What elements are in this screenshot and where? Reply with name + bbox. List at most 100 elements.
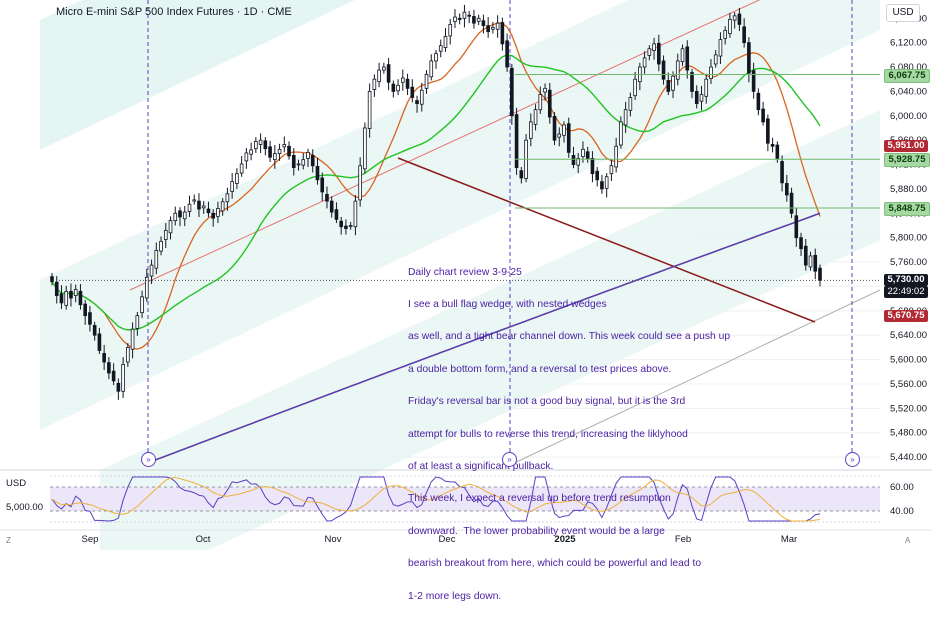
jump-arrow-icon[interactable]: » bbox=[141, 452, 156, 467]
candle bbox=[59, 293, 64, 304]
price-tick-label: 6,120.00 bbox=[890, 38, 927, 49]
candle bbox=[576, 158, 581, 166]
candle bbox=[419, 89, 424, 105]
candle bbox=[813, 254, 818, 272]
candle bbox=[680, 48, 685, 62]
currency-button[interactable]: USD bbox=[886, 4, 920, 22]
candle bbox=[747, 42, 751, 74]
price-label: 6,067.75 bbox=[884, 68, 930, 83]
annotation-line: I see a bull flag wedge, with nested wed… bbox=[408, 298, 607, 310]
jump-arrow-icon[interactable]: » bbox=[502, 452, 517, 467]
analysis-annotation: Daily chart review 3-9-25 I see a bull f… bbox=[408, 246, 808, 624]
candle bbox=[780, 161, 784, 184]
candle bbox=[562, 124, 566, 136]
price-tick-label: 6,000.00 bbox=[890, 111, 927, 122]
candle bbox=[363, 127, 367, 170]
candle bbox=[54, 281, 59, 296]
price-tick-label: 5,440.00 bbox=[890, 452, 927, 463]
candle bbox=[424, 73, 429, 89]
candle bbox=[268, 146, 272, 158]
candle bbox=[666, 80, 671, 92]
candle bbox=[604, 176, 609, 189]
annotation-line: bearish breakout from here, which could … bbox=[408, 558, 702, 570]
candle bbox=[405, 78, 410, 89]
candle bbox=[178, 210, 182, 218]
candle bbox=[685, 46, 690, 71]
price-tick-label: 5,760.00 bbox=[890, 257, 927, 268]
candle bbox=[149, 264, 154, 277]
candle bbox=[694, 91, 699, 105]
sma-200-line bbox=[146, 212, 821, 464]
candle bbox=[154, 250, 159, 269]
candle bbox=[571, 155, 576, 165]
time-tick-label: Feb bbox=[675, 534, 691, 545]
ema-20-line bbox=[66, 22, 821, 350]
candle bbox=[723, 30, 727, 39]
candle bbox=[803, 245, 808, 266]
candle bbox=[732, 15, 737, 21]
price-chart[interactable]: 6,160.006,120.006,080.006,040.006,000.00… bbox=[0, 0, 932, 550]
candle bbox=[216, 208, 220, 217]
chart-window: 6,160.006,120.006,080.006,040.006,000.00… bbox=[0, 0, 932, 601]
candle bbox=[348, 225, 353, 227]
candle bbox=[282, 144, 287, 148]
candle bbox=[453, 16, 457, 22]
candle bbox=[182, 211, 187, 220]
candle bbox=[766, 118, 770, 144]
price-label: 5,730.00 bbox=[884, 274, 928, 287]
candle bbox=[614, 145, 618, 168]
candle bbox=[552, 116, 557, 141]
candle bbox=[770, 144, 775, 147]
candle bbox=[287, 145, 291, 157]
candle bbox=[657, 42, 661, 65]
candle bbox=[581, 148, 585, 158]
candle bbox=[434, 53, 438, 62]
candle bbox=[92, 325, 97, 336]
candle bbox=[206, 208, 211, 214]
candle bbox=[448, 23, 453, 37]
annotation-line: 1-2 more legs down. bbox=[408, 590, 502, 602]
chart-title: Micro E-mini S&P 500 Index Futures · 1D … bbox=[56, 6, 292, 18]
candle bbox=[438, 45, 443, 52]
ema-50-line bbox=[51, 54, 821, 331]
candle bbox=[671, 75, 675, 91]
jump-arrow-icon[interactable]: » bbox=[845, 452, 860, 467]
price-tick-label: 5,520.00 bbox=[890, 403, 927, 414]
price-label: 5,848.75 bbox=[884, 201, 930, 216]
time-tick-label: Sep bbox=[82, 534, 99, 545]
candle bbox=[609, 165, 614, 175]
annotation-line: downward. The lower probability event wo… bbox=[408, 525, 665, 537]
candle bbox=[538, 94, 543, 111]
candle bbox=[467, 14, 471, 17]
candle bbox=[277, 148, 282, 154]
candle bbox=[273, 153, 277, 161]
price-tick-label: 5,480.00 bbox=[890, 428, 927, 439]
price-tick-label: 5,800.00 bbox=[890, 233, 927, 244]
zoom-z-icon[interactable]: Z bbox=[6, 536, 11, 545]
auto-scale-icon[interactable]: A bbox=[905, 536, 911, 545]
candle bbox=[396, 84, 400, 92]
candle bbox=[211, 212, 215, 219]
candle bbox=[116, 382, 121, 392]
candle bbox=[310, 155, 315, 167]
candle bbox=[443, 36, 448, 48]
candle bbox=[737, 13, 742, 25]
candle bbox=[88, 312, 92, 325]
candle bbox=[457, 17, 462, 20]
candle bbox=[334, 209, 339, 220]
candle bbox=[168, 220, 173, 234]
candle bbox=[785, 183, 789, 196]
candle bbox=[201, 205, 206, 209]
candle bbox=[661, 60, 666, 80]
price-tick-label: 5,560.00 bbox=[890, 379, 927, 390]
candle bbox=[126, 346, 130, 363]
candle bbox=[187, 203, 192, 212]
candle bbox=[728, 19, 732, 34]
candle bbox=[652, 43, 656, 51]
candle bbox=[462, 11, 467, 19]
candle bbox=[78, 290, 83, 306]
candle bbox=[225, 193, 230, 203]
candle bbox=[73, 289, 78, 296]
candle bbox=[699, 94, 704, 102]
candle bbox=[789, 192, 794, 214]
